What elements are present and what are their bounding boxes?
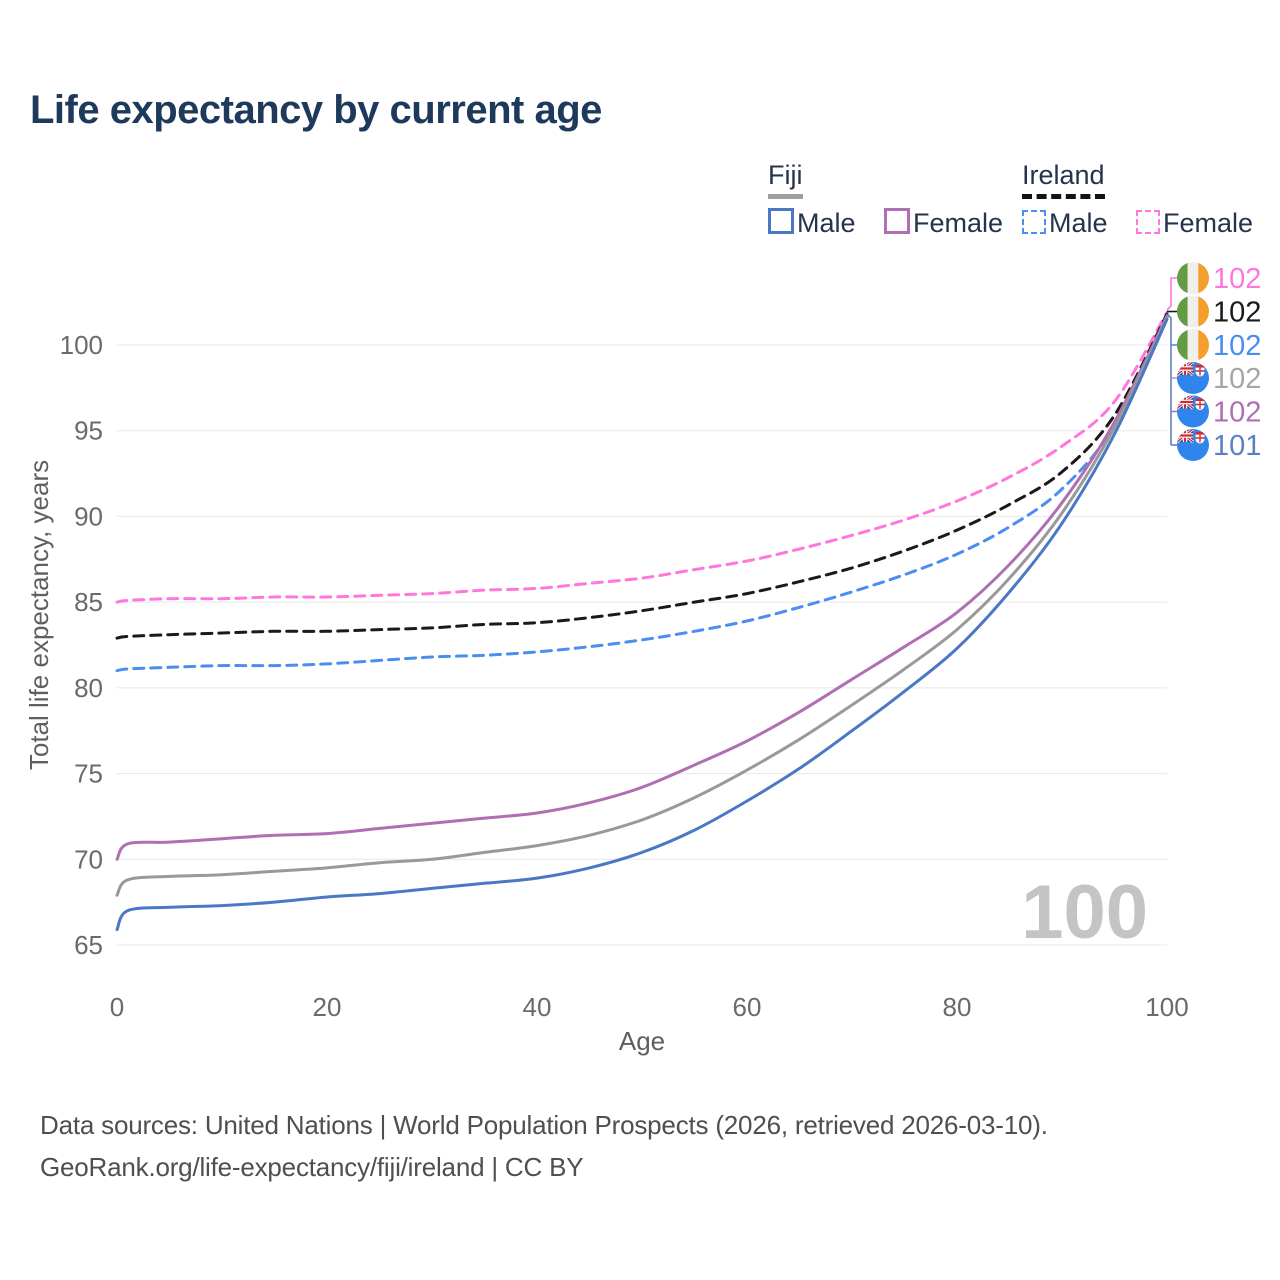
fiji-flag-icon xyxy=(1177,362,1209,394)
line-fiji-total xyxy=(115,316,1169,897)
line-ireland-total xyxy=(115,312,1169,640)
legend-label: Female xyxy=(912,208,1004,238)
y-axis-title: Total life expectancy, years xyxy=(24,460,54,770)
gridlines xyxy=(117,344,1167,946)
x-tick-label: 60 xyxy=(733,992,762,1022)
y-axis-tick-labels: 65 70 75 80 85 90 95 100 xyxy=(60,330,103,960)
x-axis-tick-labels: 0 20 40 60 80 100 xyxy=(110,992,1189,1022)
y-tick-label: 75 xyxy=(74,759,103,789)
legend-label: Female xyxy=(1162,208,1254,238)
x-tick-label: 20 xyxy=(313,992,342,1022)
legend-item-ireland-female[interactable]: Female xyxy=(1135,208,1254,239)
end-value-label: 102 xyxy=(1213,397,1261,429)
ireland-female-swatch-icon xyxy=(1135,210,1160,234)
x-axis-title: Age xyxy=(619,1026,665,1056)
legend-title-fiji: Fiji xyxy=(768,160,803,199)
x-tick-label: 40 xyxy=(523,992,552,1022)
legend-group-fiji: Fiji Male Female xyxy=(768,160,1027,239)
ireland-flag-icon xyxy=(1177,329,1209,361)
series-lines xyxy=(115,310,1169,932)
y-tick-label: 70 xyxy=(74,844,103,874)
y-tick-label: 90 xyxy=(74,501,103,531)
ireland-flag-icon xyxy=(1177,296,1209,328)
y-tick-label: 85 xyxy=(74,587,103,617)
y-tick-label: 65 xyxy=(74,930,103,960)
footer-attribution: GeoRank.org/life-expectancy/fiji/ireland… xyxy=(40,1152,584,1182)
y-tick-label: 95 xyxy=(74,416,103,446)
legend-label: Male xyxy=(1049,208,1108,238)
line-fiji-male xyxy=(115,317,1169,932)
page-title: Life expectancy by current age xyxy=(30,88,602,132)
end-value-label: 102 xyxy=(1213,263,1261,295)
x-tick-label: 100 xyxy=(1145,992,1188,1022)
legend-item-fiji-male[interactable]: Male xyxy=(768,208,856,239)
end-value-label: 102 xyxy=(1213,330,1261,362)
end-value-label: 102 xyxy=(1213,363,1261,395)
fiji-flag-icon xyxy=(1177,429,1209,461)
footer: Data sources: United Nations | World Pop… xyxy=(40,1104,1048,1188)
end-label-leader-lines xyxy=(1166,277,1177,446)
fiji-flag-icon xyxy=(1177,396,1209,428)
x-tick-label: 80 xyxy=(943,992,972,1022)
legend-item-ireland-male[interactable]: Male xyxy=(1022,208,1108,239)
age-indicator-watermark: 100 xyxy=(1021,870,1148,955)
legend-item-fiji-female[interactable]: Female xyxy=(883,208,1004,239)
y-tick-label: 100 xyxy=(60,330,103,360)
fiji-male-swatch-icon xyxy=(768,208,794,234)
ireland-flag-icon xyxy=(1177,262,1209,294)
leader-line xyxy=(1166,313,1172,445)
fiji-female-swatch-icon xyxy=(883,208,910,234)
legend-label: Male xyxy=(797,208,856,238)
footer-data-sources: Data sources: United Nations | World Pop… xyxy=(40,1110,1048,1140)
x-tick-label: 0 xyxy=(110,992,124,1022)
line-ireland-male xyxy=(115,314,1169,673)
ireland-male-swatch-icon xyxy=(1022,210,1046,234)
line-fiji-female xyxy=(115,314,1169,861)
end-value-label: 102 xyxy=(1213,297,1261,329)
legend-title-ireland: Ireland xyxy=(1022,160,1105,199)
legend-group-ireland: Ireland Male Female xyxy=(1022,160,1277,239)
y-tick-label: 80 xyxy=(74,673,103,703)
end-value-label: 101 xyxy=(1213,430,1261,462)
leader-line xyxy=(1166,277,1177,311)
line-ireland-female xyxy=(115,310,1169,604)
